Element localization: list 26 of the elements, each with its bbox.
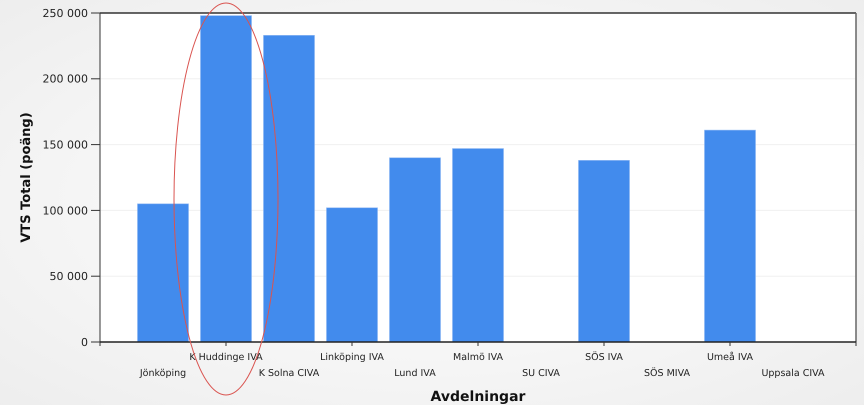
y-axis-title: VTS Total (poäng) (19, 112, 34, 243)
y-tick-label: 250 000 (42, 6, 88, 20)
x-tick-label: SÖS MIVA (644, 367, 690, 379)
x-tick-label: Jönköping (138, 368, 186, 379)
y-tick-label: 200 000 (42, 72, 88, 86)
bar (389, 157, 441, 342)
x-tick-label: Lund IVA (394, 368, 436, 379)
bar (704, 130, 756, 342)
bar (263, 35, 315, 342)
x-tick-label: Malmö IVA (453, 352, 504, 363)
bar (452, 148, 504, 342)
x-tick-label: SÖS IVA (585, 351, 624, 363)
x-tick-label: SU CIVA (522, 368, 560, 379)
bar (137, 204, 189, 342)
bar (200, 15, 252, 342)
y-tick-label: 100 000 (42, 204, 88, 218)
y-tick-label: 50 000 (50, 270, 88, 284)
x-axis-title: Avdelningar (430, 389, 526, 405)
x-tick-label: Linköping IVA (320, 352, 384, 363)
y-tick-label: 0 (81, 336, 88, 349)
x-tick-label: Uppsala CIVA (761, 368, 826, 379)
x-tick-label: K Solna CIVA (258, 368, 320, 379)
bar (326, 207, 378, 342)
y-tick-label: 150 000 (42, 138, 88, 152)
x-tick-label: Umeå IVA (706, 351, 754, 363)
bar (578, 160, 630, 342)
